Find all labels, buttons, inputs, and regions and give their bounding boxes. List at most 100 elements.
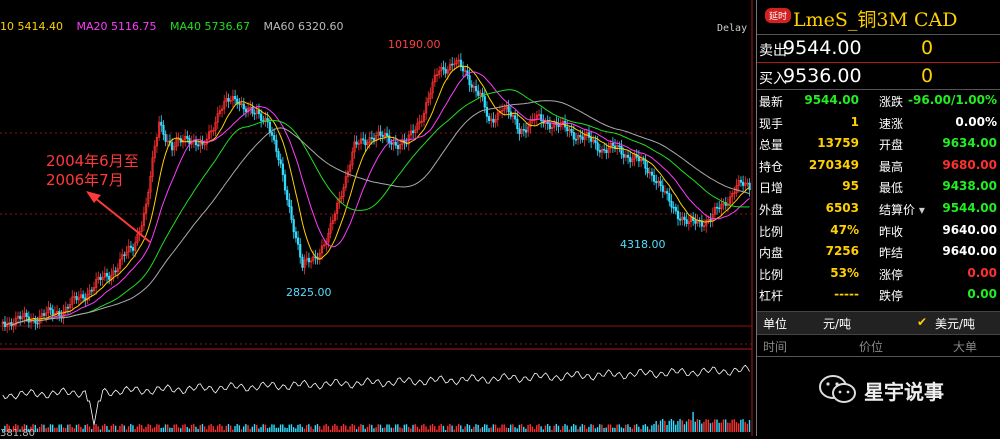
candle-body (283, 174, 287, 191)
candle-body (507, 106, 510, 113)
candle-body (205, 138, 208, 145)
ask-label: 卖出 (759, 43, 787, 59)
stat-label: 跌停 (879, 289, 904, 304)
volume-bar (277, 427, 280, 432)
volume-bar (562, 425, 564, 432)
bid-row[interactable]: 买入 9536.00 0 (757, 63, 1000, 90)
volume-bar (453, 429, 455, 432)
volume-bar (212, 426, 214, 432)
volume-bar (101, 425, 104, 432)
candle-body (501, 110, 504, 112)
candle-body (223, 101, 226, 110)
candle-body (559, 122, 562, 128)
candle-body (742, 181, 745, 186)
candle-body (240, 103, 243, 106)
volume-bar (145, 426, 147, 432)
volume-bar (427, 429, 429, 432)
candle-body (264, 118, 267, 121)
candle-body (69, 304, 72, 309)
volume-bar (19, 429, 21, 432)
volume-bar (117, 429, 119, 432)
candle-body (370, 137, 373, 139)
candle-body (685, 219, 688, 225)
stat-label: 现手 (759, 116, 784, 131)
candle-body (670, 200, 673, 208)
volume-bar (256, 424, 258, 432)
volume-bar (227, 424, 230, 432)
volume-bar (108, 429, 110, 432)
candle-body (605, 149, 608, 153)
volume-bar (572, 424, 575, 432)
unit-selected-option[interactable]: 美元/吨 (935, 317, 976, 331)
volume-bar (542, 429, 544, 432)
candle-body (75, 296, 78, 301)
stat-value: 9640.00 (942, 222, 997, 237)
volume-bar (379, 424, 382, 432)
volume-bar (609, 424, 612, 432)
candle-body (309, 260, 313, 263)
candle-body (479, 92, 482, 96)
volume-bar (308, 424, 310, 432)
stat-right-4: 最低 9438.00 (879, 179, 997, 197)
candle-body (131, 247, 135, 251)
unit-value[interactable]: 元/吨 (823, 317, 852, 331)
volume-bar (564, 424, 566, 432)
volume-bar (206, 429, 208, 432)
volume-bar (579, 426, 581, 432)
candle-body (527, 126, 530, 133)
candle-body (296, 237, 300, 245)
volume-bar (594, 428, 597, 432)
kline-chart-area[interactable]: 10 5414.40 MA20 5116.75 MA40 5736.67 MA6… (0, 0, 755, 439)
candle-body (472, 86, 476, 88)
candle-body (561, 120, 565, 124)
volume-bar (403, 424, 406, 432)
ma60-value: MA60 6320.60 (263, 20, 344, 33)
ask-row[interactable]: 卖出 9544.00 0 (757, 35, 1000, 62)
volume-bar (577, 429, 579, 432)
candle-body (416, 122, 419, 131)
stat-value: 53% (830, 265, 859, 280)
candle-body (568, 129, 571, 132)
volume-bar (340, 425, 343, 432)
volume-bar (51, 424, 54, 432)
candle-body (112, 270, 115, 276)
candle-body (88, 289, 91, 295)
candle-body (622, 153, 625, 158)
stat-label: 开盘 (879, 138, 904, 153)
volume-bar (134, 429, 136, 432)
volume-bar (97, 426, 99, 432)
stat-value: 0.00 (967, 287, 997, 302)
col-price: 价位 (859, 340, 884, 354)
candle-body (101, 276, 104, 280)
candle-body (733, 192, 736, 195)
volume-bar (318, 426, 321, 432)
candle-body (231, 96, 235, 101)
volume-bar (216, 425, 219, 432)
volume-bar (724, 419, 727, 432)
volume-bar (12, 426, 15, 432)
candle-body (644, 159, 647, 169)
volume-bar (6, 424, 8, 432)
volume-bar (366, 426, 369, 432)
volume-bar (342, 424, 345, 432)
kline-chart[interactable] (0, 0, 755, 436)
ma60-line (2, 100, 750, 325)
candle-body (577, 135, 580, 140)
candle-body (422, 112, 426, 122)
stat-value: 7256 (825, 244, 859, 259)
volume-bar (514, 427, 516, 432)
candle-body (657, 180, 660, 184)
candle-body (71, 296, 74, 305)
stat-label: 结算价 ▾ (879, 203, 925, 217)
volume-bar (735, 422, 738, 432)
candle-body (214, 121, 217, 131)
candle-body (379, 131, 382, 136)
candle-body (414, 129, 417, 134)
candle-body (355, 141, 358, 145)
candle-body (307, 257, 311, 263)
volume-bar (625, 424, 627, 432)
candle-body (548, 123, 551, 130)
tick-header-divider (757, 356, 1000, 357)
chevron-down-icon[interactable]: ▾ (915, 203, 925, 217)
unit-selector[interactable]: 单位 元/吨 ✔ 美元/吨 (757, 311, 1000, 335)
